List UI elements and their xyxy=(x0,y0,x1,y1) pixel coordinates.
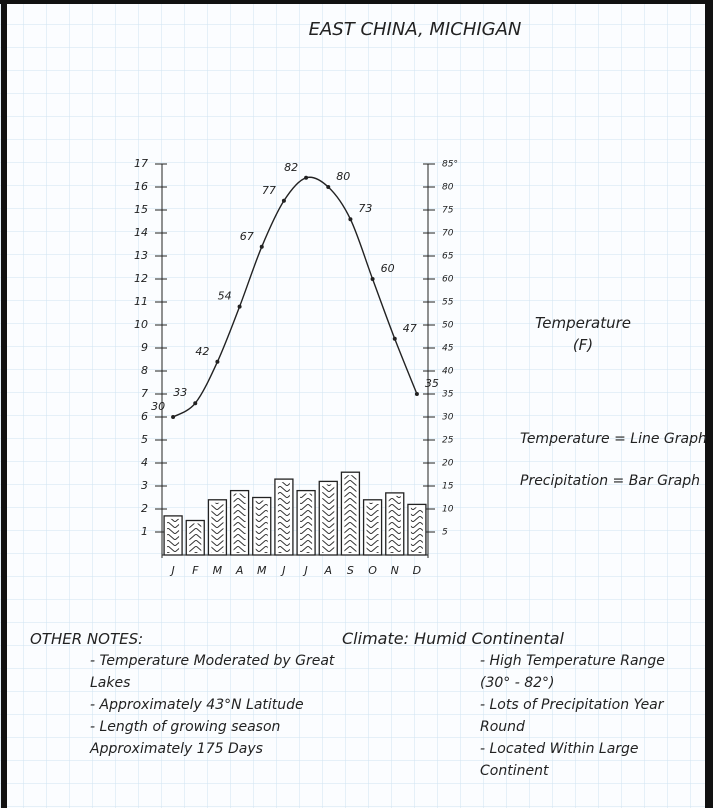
x-tick-label: M xyxy=(257,564,267,577)
left-edge xyxy=(1,0,7,808)
note-item: - Temperature Moderated by Great Lakes xyxy=(90,650,340,694)
y2-tick-label: 35 xyxy=(442,390,454,400)
note: Precipitation = Bar Graph xyxy=(520,470,700,492)
y2-tick-label: 65 xyxy=(442,252,454,262)
data-label: 30 xyxy=(151,400,165,413)
y-tick-label: 12 xyxy=(134,272,148,285)
note-item: - High Temperature Range (30° - 82°) xyxy=(480,650,695,694)
y-tick-label: 16 xyxy=(134,180,148,193)
y-tick-label: 2 xyxy=(141,502,148,515)
y2-tick-label: 45 xyxy=(442,344,454,354)
y2-tick-label: 80 xyxy=(442,183,454,193)
x-tick-label: A xyxy=(235,564,244,577)
temperature-point xyxy=(193,401,197,405)
data-label: 82 xyxy=(284,161,298,174)
temperature-point xyxy=(393,337,397,341)
y2-tick-label: 20 xyxy=(442,459,454,469)
chart-title: EAST CHINA, MICHIGAN xyxy=(309,19,522,40)
note-item: - Lots of Precipitation Year Round xyxy=(480,694,695,738)
x-tick-label: M xyxy=(213,564,223,577)
temperature-point xyxy=(415,392,419,396)
data-label: 60 xyxy=(381,262,395,275)
data-label: 33 xyxy=(173,386,187,399)
bar-hatch xyxy=(322,484,334,553)
data-label: 73 xyxy=(358,202,372,215)
data-label: 77 xyxy=(262,184,276,197)
y-tick-label: 7 xyxy=(141,387,148,400)
y-tick-label: 9 xyxy=(141,341,148,354)
bar-hatch xyxy=(389,496,401,553)
data-label: 54 xyxy=(218,290,232,303)
climate-notes: Climate: Humid Continental - High Temper… xyxy=(340,628,700,782)
x-tick-label: A xyxy=(323,564,332,577)
x-tick-label: O xyxy=(368,564,377,577)
x-tick-label: S xyxy=(347,564,354,577)
y-tick-label: 1 xyxy=(141,525,148,538)
y2-tick-label: 70 xyxy=(442,229,454,239)
y2-tick-label: 25 xyxy=(442,436,454,446)
y-tick-label: 8 xyxy=(141,364,148,377)
y2-tick-label: 5 xyxy=(442,528,448,538)
y-tick-label: 11 xyxy=(134,295,148,308)
x-tick-label: D xyxy=(413,564,421,577)
y2-tick-label: 55 xyxy=(442,298,454,308)
bar-hatch xyxy=(300,494,312,553)
y2-tick-label: 50 xyxy=(442,321,454,331)
y-tick-label: 13 xyxy=(134,249,148,262)
bar-hatch xyxy=(278,482,290,553)
x-tick-label: F xyxy=(192,564,199,577)
note-item: - Approximately 43°N Latitude xyxy=(90,694,340,716)
bar-hatch xyxy=(234,494,246,553)
bar-hatch xyxy=(189,524,201,554)
y2-tick-label: 40 xyxy=(442,367,454,377)
y2-axis-label: Temperature (F) xyxy=(528,312,638,356)
note-item: - Length of growing season Approximately… xyxy=(90,716,340,760)
y-tick-label: 15 xyxy=(134,203,148,216)
temperature-point xyxy=(326,185,330,189)
temperature-point xyxy=(260,245,264,249)
y2-tick-label: 75 xyxy=(442,206,454,216)
data-label: 42 xyxy=(195,345,209,358)
y2-tick-label: 30 xyxy=(442,413,454,423)
note-item: - Located Within Large Continent xyxy=(480,738,695,782)
y-tick-label: 5 xyxy=(141,433,148,446)
bar-hatch xyxy=(411,507,423,553)
page: EAST CHINA, MICHIGAN 1234567891011121314… xyxy=(0,0,713,808)
temperature-point xyxy=(282,199,286,203)
right-edge xyxy=(705,0,713,808)
data-label: 80 xyxy=(336,170,350,183)
temperature-point xyxy=(348,217,352,221)
note: Temperature = Line Graph xyxy=(520,428,707,450)
y2-tick-label: 15 xyxy=(442,482,454,492)
temperature-point xyxy=(304,176,308,180)
data-label: 35 xyxy=(425,377,439,390)
bar-hatch xyxy=(211,503,223,553)
temperature-point xyxy=(371,277,375,281)
temperature-point xyxy=(238,305,242,309)
temperature-point xyxy=(171,415,175,419)
y-tick-label: 6 xyxy=(141,410,148,423)
y2-tick-label: 10 xyxy=(442,505,454,515)
bar-hatch xyxy=(256,501,268,554)
y-tick-label: 14 xyxy=(134,226,148,239)
y2-tick-label: 85° xyxy=(442,160,458,170)
bar-hatch xyxy=(167,519,179,553)
top-edge xyxy=(0,0,713,4)
y-tick-label: 10 xyxy=(134,318,148,331)
other-notes: OTHER NOTES: - Temperature Moderated by … xyxy=(30,628,360,760)
data-label: 67 xyxy=(240,230,254,243)
data-label: 47 xyxy=(403,322,417,335)
y-tick-label: 4 xyxy=(141,456,148,469)
bar-hatch xyxy=(367,503,379,553)
heading: OTHER NOTES: xyxy=(30,628,360,650)
y-tick-label: 3 xyxy=(141,479,148,492)
y-tick-label: 17 xyxy=(134,157,148,170)
x-tick-label: N xyxy=(391,564,399,577)
bar-hatch xyxy=(344,475,356,553)
heading: Climate: Humid Continental xyxy=(342,628,700,650)
y2-tick-label: 60 xyxy=(442,275,454,285)
temperature-point xyxy=(215,360,219,364)
